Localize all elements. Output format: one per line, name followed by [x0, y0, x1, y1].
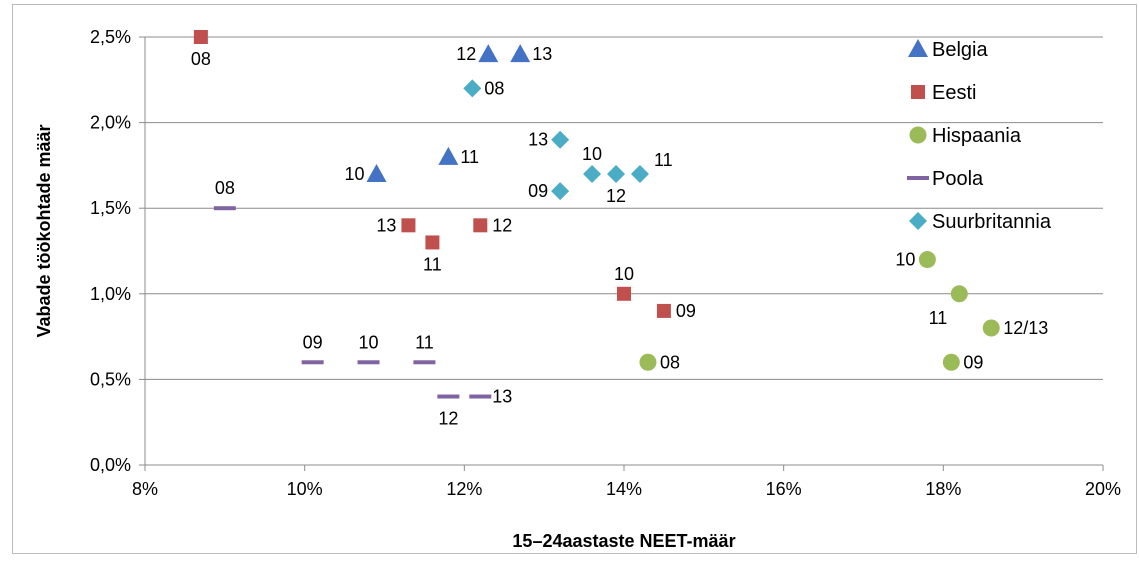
data-label: 09: [528, 181, 548, 201]
data-point: [401, 218, 416, 233]
data-point: [551, 182, 570, 201]
data-point: [425, 235, 440, 250]
data-label: 12: [606, 186, 626, 206]
series-poola: 08 09 10 11 12 13: [213, 178, 512, 429]
legend-label: Hispaania: [932, 125, 1022, 147]
data-point: [918, 251, 936, 269]
data-label: 10: [344, 164, 364, 184]
data-label: 11: [415, 332, 434, 352]
data-point: [463, 79, 482, 98]
series-belgia: 10 11 12 13: [344, 44, 552, 184]
data-point: [630, 164, 649, 183]
data-point: [510, 44, 531, 63]
data-label: 11: [423, 254, 442, 274]
data-label: 10: [895, 250, 915, 270]
data-point: [982, 319, 1000, 337]
data-point: [607, 164, 626, 183]
legend-marker: [908, 39, 928, 57]
data-point: [478, 44, 499, 63]
data-label: 09: [676, 301, 696, 321]
data-point: [413, 360, 436, 365]
legend-label: Suurbritannia: [932, 211, 1052, 233]
data-point: [469, 394, 492, 399]
data-label: 08: [484, 78, 504, 98]
data-point: [617, 286, 631, 301]
series-suurbritannia: 08 09 10 11 12 13: [463, 78, 673, 206]
legend-marker: [909, 212, 927, 230]
legend-marker: [909, 126, 927, 144]
x-tick-label: 14%: [606, 479, 642, 499]
legend-label: Belgia: [932, 39, 988, 61]
data-point: [950, 285, 968, 303]
data-label: 13: [492, 387, 512, 407]
data-label: 12: [456, 44, 476, 64]
data-point: [942, 353, 960, 371]
x-axis-title: 15–24aastaste NEET-määr: [512, 531, 735, 551]
data-label: 09: [963, 352, 983, 372]
data-label: 10: [614, 264, 634, 284]
data-point: [213, 206, 236, 211]
data-point: [639, 353, 657, 371]
data-label: 12: [438, 409, 458, 429]
data-label: 13: [528, 130, 548, 150]
x-tick-label: 16%: [766, 479, 802, 499]
series-hispaania: 08 09 10 11 12/13: [639, 250, 1048, 372]
data-point: [438, 146, 459, 165]
x-tick-label: 8%: [132, 479, 158, 499]
legend-label: Eesti: [932, 82, 976, 104]
y-tick-label: 2,0%: [90, 113, 131, 133]
y-tick-label: 1,5%: [90, 198, 131, 218]
data-point: [357, 360, 380, 365]
legend: Belgia Eesti Hispaania Poola Suurbritannia: [907, 39, 1052, 233]
gridlines: [145, 36, 1103, 380]
data-point: [301, 360, 324, 365]
x-tick-label: 12%: [446, 479, 482, 499]
data-label: 08: [191, 49, 211, 69]
data-label: 13: [376, 215, 396, 235]
data-point: [583, 164, 602, 183]
legend-marker: [911, 85, 925, 99]
data-label: 08: [660, 352, 680, 372]
chart-frame: [12, 4, 1137, 554]
x-tick-label: 20%: [1085, 479, 1121, 499]
data-label: 11: [654, 150, 673, 170]
y-tick-label: 0,5%: [90, 369, 131, 389]
legend-marker: [907, 176, 929, 180]
data-point: [656, 303, 671, 318]
data-label: 12/13: [1003, 318, 1048, 338]
y-tick-label: 0,0%: [90, 455, 131, 475]
data-point: [551, 130, 570, 149]
data-label: 09: [303, 332, 323, 352]
data-label: 08: [215, 178, 235, 198]
data-label: 10: [359, 332, 379, 352]
data-point: [193, 30, 208, 44]
y-tick-label: 2,5%: [90, 27, 131, 47]
data-point: [366, 163, 387, 182]
data-point: [437, 394, 460, 399]
y-axis-title: Vabade töökohtade määr: [34, 124, 54, 337]
axes: 0,0% 0,5% 1,0% 1,5% 2,0% 2,5% 8% 10% 12% 14% 16% 18…: [90, 27, 1121, 499]
x-tick-label: 10%: [287, 479, 323, 499]
series-eesti: 08 09 10 11 12 13: [191, 30, 696, 321]
data-label: 11: [929, 308, 948, 328]
legend-label: Poola: [932, 168, 984, 190]
data-label: 13: [532, 44, 552, 64]
x-tick-label: 18%: [925, 479, 961, 499]
data-label: 10: [582, 144, 602, 164]
data-label: 11: [460, 147, 479, 167]
data-label: 12: [492, 215, 512, 235]
data-point: [473, 218, 488, 233]
y-tick-label: 1,0%: [90, 284, 131, 304]
